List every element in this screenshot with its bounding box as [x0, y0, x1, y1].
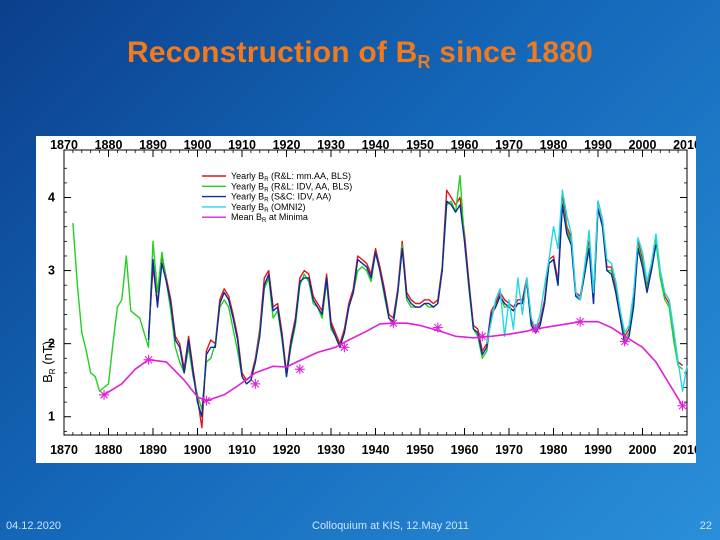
minima-marker — [294, 364, 305, 375]
minima-marker-stroke — [531, 325, 540, 333]
y-tick-label: 2 — [48, 337, 55, 351]
x-tick-label-top: 1980 — [540, 138, 568, 152]
x-tick-label: 1970 — [495, 443, 523, 457]
x-tick-label: 2000 — [629, 443, 657, 457]
minima-marker — [619, 336, 630, 347]
x-tick-label-top: 1940 — [362, 138, 390, 152]
x-tick-label: 1940 — [362, 443, 390, 457]
y-tick-label: 4 — [48, 191, 55, 205]
legend-label: Mean BR at Minima — [231, 212, 308, 224]
x-tick-label: 1890 — [139, 443, 167, 457]
x-tick-label-top: 1920 — [273, 138, 301, 152]
minima-marker — [432, 322, 443, 333]
minima-marker-stroke — [576, 317, 585, 326]
minima-marker — [477, 331, 488, 342]
minima-marker — [143, 354, 154, 365]
x-tick-label: 1910 — [228, 443, 256, 457]
chart-panel: 1870 1870 1880 1880 1890 1890 1900 1900 1910 1910… — [36, 136, 696, 463]
x-tick-label-top: 2000 — [629, 138, 657, 152]
x-tick-label-top: 1890 — [139, 138, 167, 152]
x-tick-label-top: 2010 — [673, 138, 696, 152]
x-tick-label: 1960 — [451, 443, 479, 457]
minima-marker-stroke — [340, 343, 349, 352]
footer-event: Colloquium at KIS, 12.May 2011 — [312, 520, 469, 532]
x-tick-label-top: 1900 — [184, 138, 212, 152]
x-tick-label: 1900 — [184, 443, 212, 457]
minima-marker-stroke — [144, 355, 153, 364]
x-tick-label: 1980 — [540, 443, 568, 457]
x-tick-label-top: 1990 — [584, 138, 612, 152]
minima-marker — [575, 316, 586, 327]
y-tick-label: 1 — [48, 410, 55, 424]
minima-marker-stroke — [100, 390, 108, 399]
x-tick-label: 1930 — [317, 443, 345, 457]
x-tick-label-top: 1950 — [406, 138, 434, 152]
y-tick-label: 3 — [48, 264, 55, 278]
footer-date: 04.12.2020 — [6, 520, 62, 532]
minima-marker-stroke — [620, 337, 629, 346]
legend-label: Yearly BR (OMNI2) — [231, 202, 306, 214]
series-line-2 — [72, 174, 684, 411]
br-reconstruction-chart: 1870 1870 1880 1880 1890 1890 1900 1900 1910 1910… — [40, 138, 696, 457]
minima-marker — [530, 324, 541, 335]
minima-marker — [99, 389, 110, 400]
x-tick-label-top: 1870 — [50, 138, 78, 152]
legend-label: Yearly BR (R&L: IDV, AA, BLS) — [231, 181, 352, 193]
x-tick-label-top: 1880 — [95, 138, 123, 152]
minima-marker — [677, 400, 688, 411]
x-tick-label: 1870 — [50, 443, 78, 457]
legend-label: Yearly BR (R&L: mm.AA, BLS) — [231, 171, 351, 183]
series-line-4 — [486, 189, 688, 392]
series-line-3 — [147, 200, 657, 418]
x-tick-label: 2010 — [673, 443, 696, 457]
minima-marker-stroke — [251, 379, 260, 388]
x-tick-label: 1990 — [584, 443, 612, 457]
minima-marker — [201, 395, 212, 406]
minima-marker — [339, 342, 350, 353]
slide-title: Reconstruction of BR since 1880 — [126, 36, 593, 72]
minima-marker-stroke — [202, 396, 211, 405]
y-axis-title: BR (nT) — [40, 341, 57, 383]
x-tick-label: 1880 — [95, 443, 123, 457]
x-tick-label-top: 1910 — [228, 138, 256, 152]
minima-marker-stroke — [433, 323, 442, 332]
x-tick-label-top: 1970 — [495, 138, 523, 152]
minima-marker-stroke — [295, 365, 304, 374]
legend-label: Yearly BR (S&C: IDV, AA) — [231, 192, 331, 204]
x-tick-label-top: 1930 — [317, 138, 345, 152]
minima-marker — [250, 378, 261, 389]
footer-page-number: 22 — [699, 520, 712, 532]
minima-marker-stroke — [478, 332, 487, 341]
minima-marker-stroke — [389, 319, 398, 328]
minima-marker — [388, 318, 399, 329]
x-tick-label: 1920 — [273, 443, 301, 457]
x-tick-label-top: 1960 — [451, 138, 479, 152]
minima-marker-stroke — [678, 401, 687, 410]
x-tick-label: 1950 — [406, 443, 434, 457]
